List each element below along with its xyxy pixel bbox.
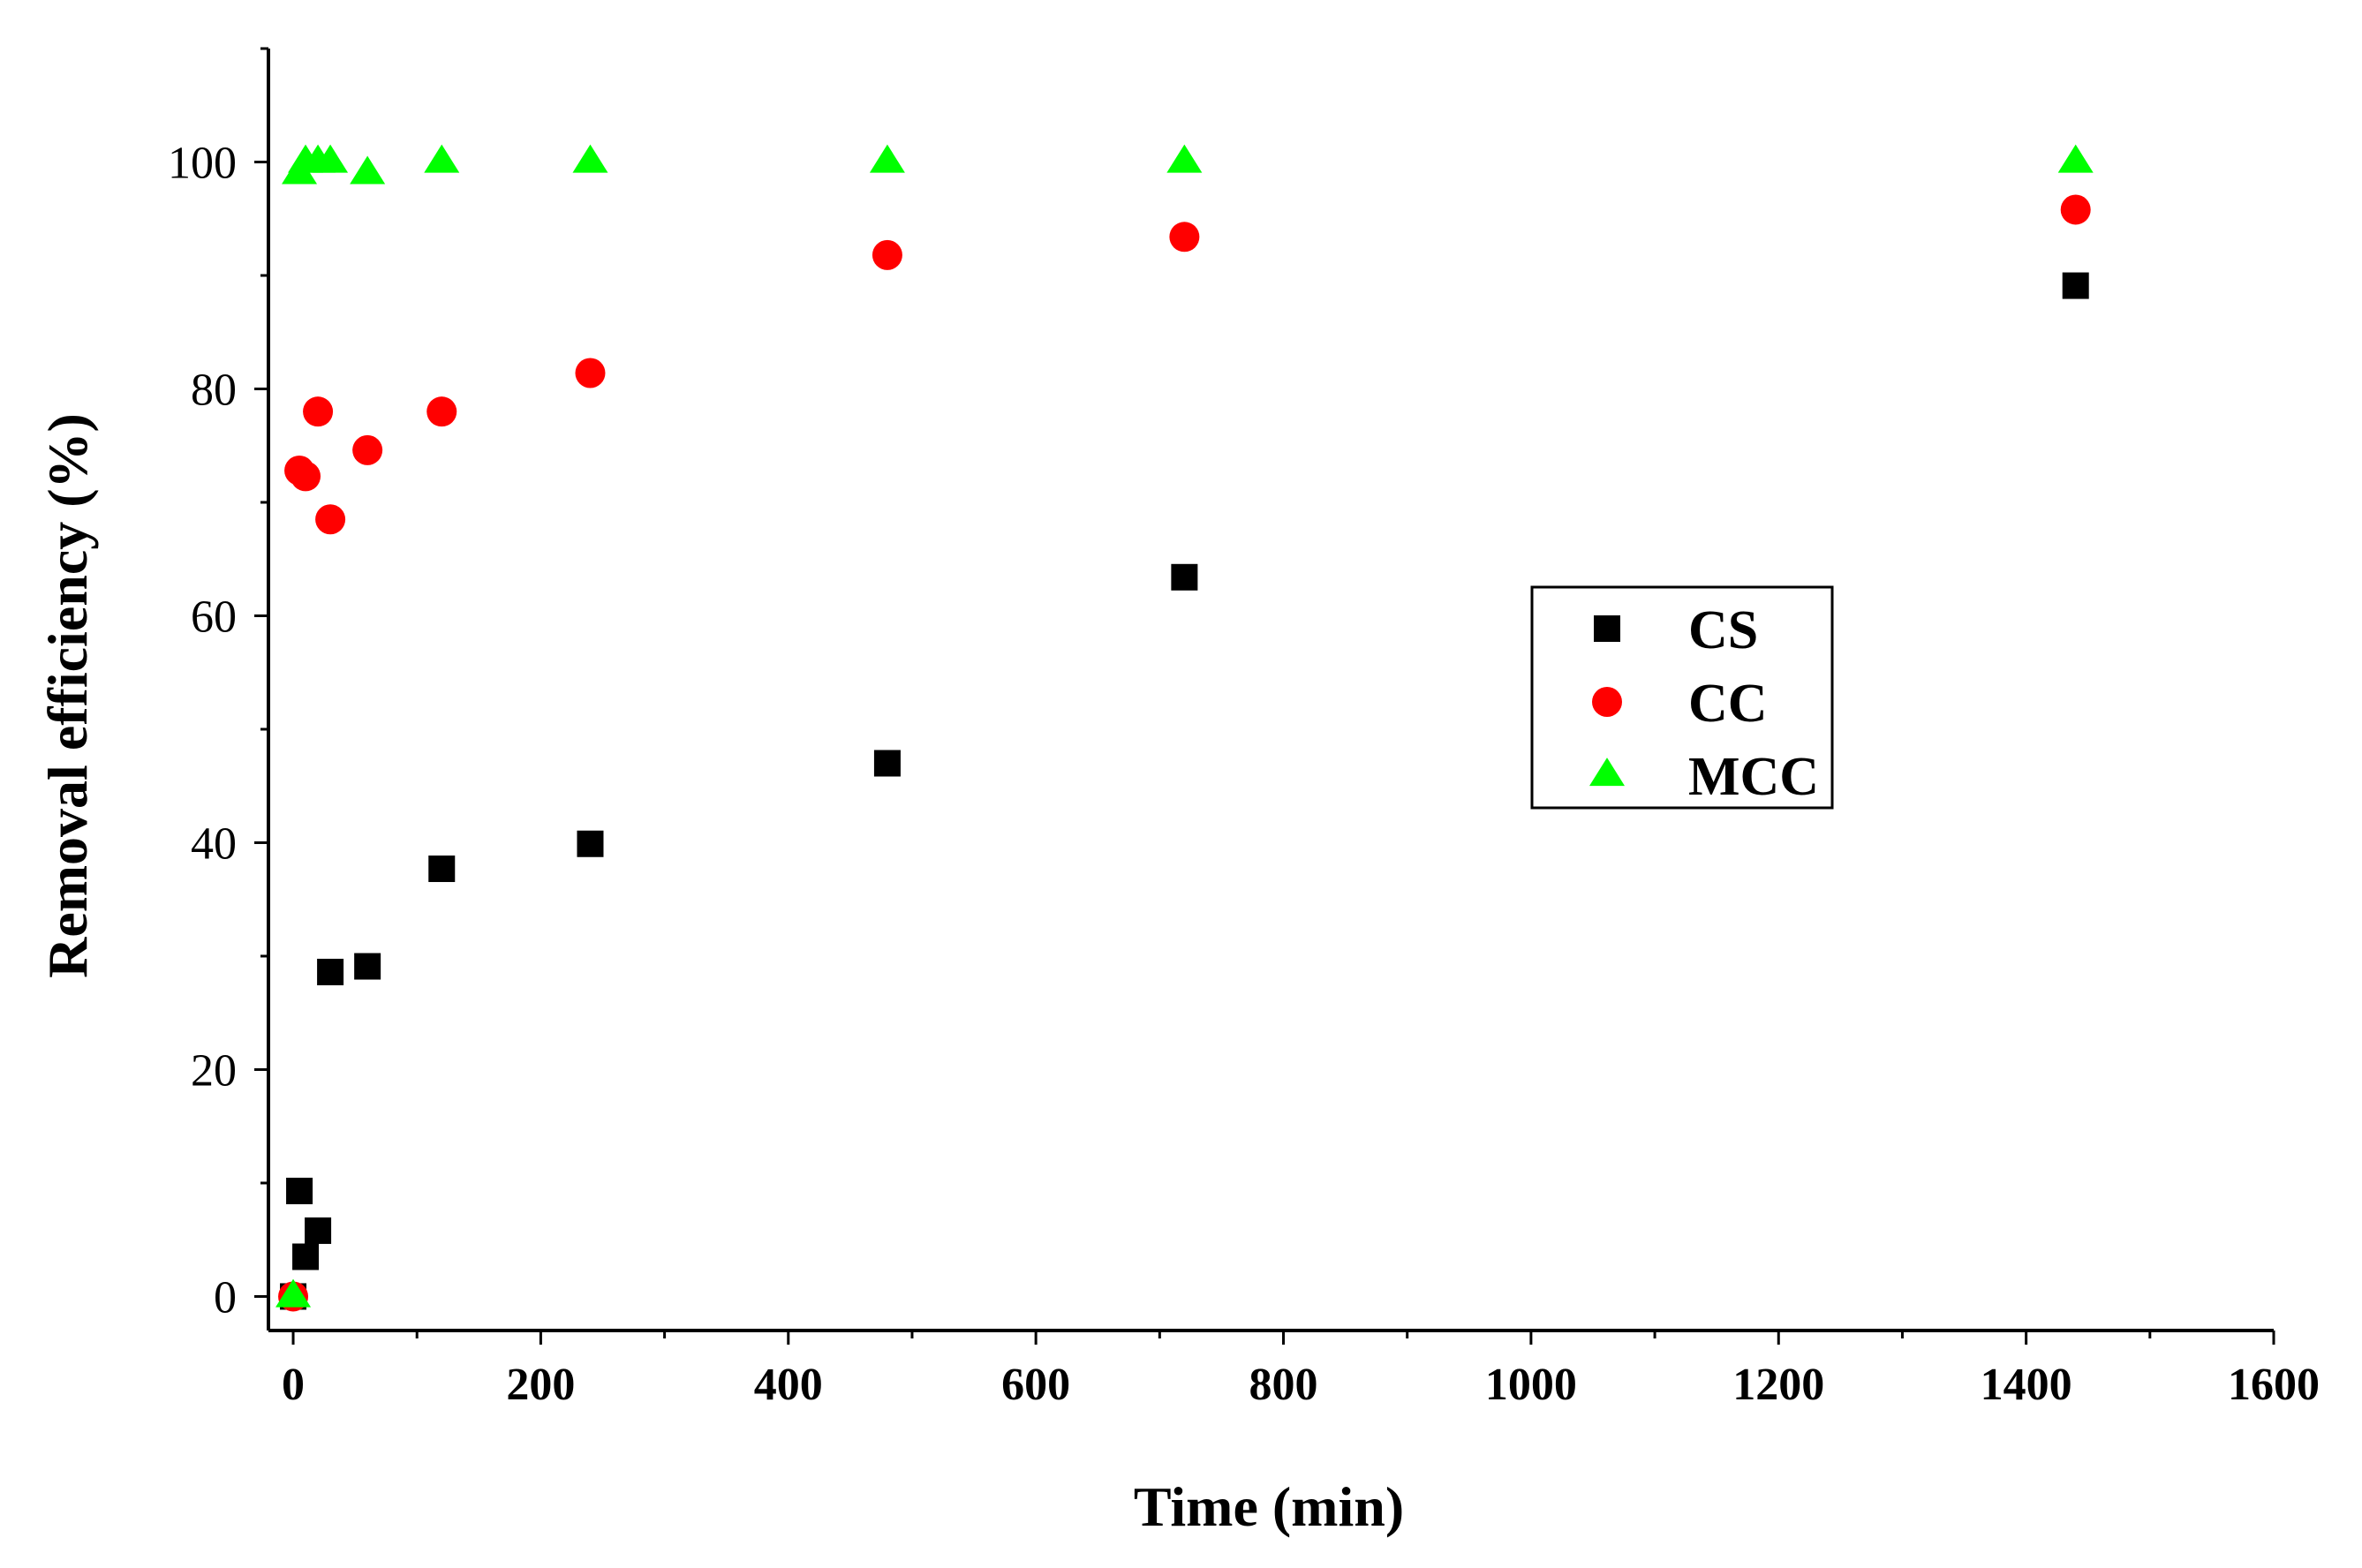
legend-items: CS CC MCC: [1589, 600, 1819, 807]
data-point-cc: [352, 434, 383, 465]
legend-box: [1530, 585, 1834, 810]
data-point-cc: [303, 396, 334, 427]
data-point-cc: [575, 358, 606, 388]
legend[interactable]: CS CC MCC: [1530, 585, 1834, 810]
y-tick-label: 100: [168, 138, 237, 188]
x-tick-label: 1600: [2228, 1360, 2320, 1410]
legend-marker-mcc: [1589, 758, 1625, 787]
x-tick-label: 1200: [1732, 1360, 1824, 1410]
legend-label-mcc: MCC: [1688, 747, 1819, 807]
data-point-mcc: [572, 144, 608, 173]
x-tick-label: 0: [282, 1360, 305, 1410]
legend-item-cs[interactable]: CS: [1594, 600, 1758, 660]
legend-item-mcc[interactable]: MCC: [1589, 747, 1819, 807]
x-tick-label: 600: [1001, 1360, 1070, 1410]
data-point-cs: [428, 856, 456, 883]
legend-item-cc[interactable]: CC: [1592, 674, 1768, 734]
data-point-mcc: [424, 144, 460, 173]
data-point-mcc: [2057, 144, 2094, 173]
data-point-cs: [305, 1217, 332, 1244]
data-point-cc: [315, 504, 346, 535]
data-point-cc: [291, 461, 321, 492]
data-point-mcc: [350, 155, 386, 185]
data-point-cs: [2062, 272, 2089, 299]
data-point-cs: [873, 750, 901, 777]
data-point-mcc: [869, 144, 905, 173]
y-tick-label: 0: [214, 1272, 237, 1323]
x-tick-label: 1400: [1981, 1360, 2072, 1410]
y-tick-label: 20: [191, 1045, 237, 1096]
x-tick-label: 800: [1249, 1360, 1318, 1410]
data-point-cc: [1169, 222, 1200, 253]
y-tick-label: 40: [191, 818, 237, 869]
x-axis-title: Time (min): [1134, 1475, 1404, 1538]
data-point-cc: [426, 396, 457, 427]
data-point-cs: [286, 1177, 313, 1204]
data-point-cs: [354, 953, 381, 980]
data-point-mcc: [275, 1278, 312, 1308]
legend-label-cs: CS: [1688, 600, 1758, 660]
legend-marker-cc: [1592, 687, 1622, 717]
data-point-cs: [317, 958, 344, 985]
data-point-cs: [292, 1243, 320, 1270]
legend-marker-cs: [1594, 615, 1620, 642]
series-cc: [278, 194, 2091, 1312]
data-marks: [275, 144, 2094, 1312]
data-point-cs: [577, 830, 604, 857]
x-tick-label: 400: [754, 1360, 823, 1410]
x-tick-label: 200: [506, 1360, 575, 1410]
data-point-mcc: [1166, 144, 1203, 173]
y-tick-label: 80: [191, 365, 237, 415]
series-mcc: [275, 144, 2094, 1308]
x-tick-label: 1000: [1485, 1360, 1577, 1410]
data-point-cs: [1171, 563, 1198, 591]
axes: 0 200 400 600 800 1000 1200 1400 1600 0 20 40 60 80 10…: [168, 47, 2320, 1410]
legend-label-cc: CC: [1688, 674, 1768, 734]
data-point-cc: [872, 239, 902, 270]
y-axis-title: Removal efficiency (%): [36, 413, 99, 978]
data-point-mcc: [313, 144, 349, 173]
data-point-cc: [2060, 194, 2091, 225]
y-tick-label: 60: [191, 592, 237, 642]
